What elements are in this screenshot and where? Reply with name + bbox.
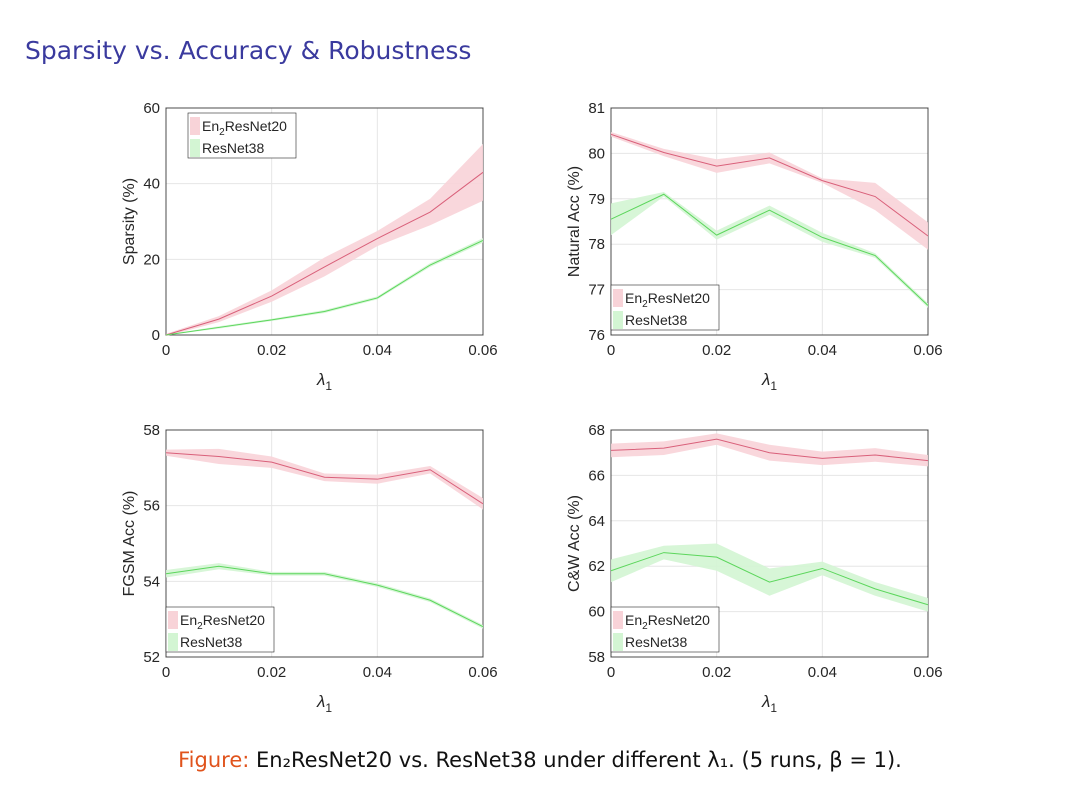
caption-text: En₂ResNet20 vs. ResNet38 under different… xyxy=(256,748,902,772)
legend-box xyxy=(187,112,297,159)
line-ResNet38 xyxy=(165,565,484,628)
y-axis-label: FGSM Acc (%) xyxy=(121,491,138,597)
axes-box xyxy=(165,107,484,336)
caption-label: Figure: xyxy=(178,748,250,772)
x-tick-label: 0 xyxy=(607,664,615,681)
legend-swatch xyxy=(168,633,178,651)
legend-swatch xyxy=(613,311,623,329)
legend-label: ResNet38 xyxy=(202,140,264,156)
legend-swatch xyxy=(613,611,623,629)
x-tick-label: 0.02 xyxy=(702,342,731,359)
x-tick-label: 0.04 xyxy=(363,664,392,681)
y-tick-label: 60 xyxy=(143,100,160,117)
band-ResNet38 xyxy=(611,543,928,612)
x-tick-label: 0.06 xyxy=(468,342,497,359)
legend-label: ResNet38 xyxy=(180,634,242,650)
legend-swatch xyxy=(168,611,178,629)
band-ResNet38 xyxy=(611,191,928,308)
chart-3: 0 0.02 0.04 0.06 58 60 62 64 66 68 λ1 C&W Acc (%) En… xyxy=(566,422,943,715)
y-tick-label: 77 xyxy=(588,282,605,299)
x-tick-label: 0.06 xyxy=(468,664,497,681)
x-tick-label: 0 xyxy=(162,342,170,359)
y-tick-label: 56 xyxy=(143,498,160,515)
x-tick-label: 0.04 xyxy=(808,664,837,681)
line-En2ResNet20 xyxy=(165,452,484,505)
x-tick-label: 0.06 xyxy=(913,342,942,359)
y-axis-label: Sparsity (%) xyxy=(121,178,138,265)
y-tick-label: 64 xyxy=(588,513,605,530)
legend-box xyxy=(610,606,720,653)
legend-label: ResNet38 xyxy=(625,312,687,328)
x-tick-label: 0.06 xyxy=(913,664,942,681)
legend-swatch xyxy=(190,139,200,157)
line-ResNet38 xyxy=(610,552,929,606)
y-tick-label: 80 xyxy=(588,145,605,162)
x-axis-label: λ1 xyxy=(316,370,332,393)
chart-2: 0 0.02 0.04 0.06 52 54 56 58 λ1 FGSM Acc (%) En2Re… xyxy=(121,422,498,715)
line-En2ResNet20 xyxy=(165,171,484,336)
y-tick-label: 58 xyxy=(588,649,605,666)
line-ResNet38 xyxy=(165,239,484,336)
x-tick-label: 0 xyxy=(162,664,170,681)
x-tick-label: 0.02 xyxy=(257,342,286,359)
figure-caption: Figure: En₂ResNet20 vs. ResNet38 under d… xyxy=(0,748,1080,772)
band-En2ResNet20 xyxy=(166,448,483,510)
chart-0: 0 0.02 0.04 0.06 0 20 40 60 λ1 Sparsity (%) En2Res… xyxy=(121,100,498,393)
legend-box xyxy=(610,284,720,331)
band-En2ResNet20 xyxy=(611,433,928,467)
legend-swatch xyxy=(190,117,200,135)
slide-title: Sparsity vs. Accuracy & Robustness xyxy=(25,36,472,65)
chart-1: 0 0.02 0.04 0.06 76 77 78 79 80 81 λ1 Natural Acc (… xyxy=(566,100,943,393)
y-tick-label: 58 xyxy=(143,422,160,439)
legend-box xyxy=(165,606,275,653)
line-En2ResNet20 xyxy=(610,133,929,237)
x-tick-label: 0.02 xyxy=(257,664,286,681)
y-tick-label: 52 xyxy=(143,649,160,666)
x-tick-label: 0 xyxy=(607,342,615,359)
y-tick-label: 76 xyxy=(588,327,605,344)
x-tick-label: 0.04 xyxy=(808,342,837,359)
legend-label: ResNet38 xyxy=(625,634,687,650)
line-ResNet38 xyxy=(610,193,929,306)
y-tick-label: 68 xyxy=(588,422,605,439)
axes-box xyxy=(165,429,484,658)
y-tick-label: 0 xyxy=(152,327,160,344)
y-tick-label: 62 xyxy=(588,558,605,575)
x-tick-label: 0.04 xyxy=(363,342,392,359)
legend-swatch xyxy=(613,633,623,651)
y-tick-label: 66 xyxy=(588,467,605,484)
y-tick-label: 20 xyxy=(143,251,160,268)
line-En2ResNet20 xyxy=(610,438,929,462)
y-tick-label: 60 xyxy=(588,604,605,621)
y-axis-label: Natural Acc (%) xyxy=(566,166,583,277)
y-tick-label: 81 xyxy=(588,100,605,117)
y-tick-label: 40 xyxy=(143,176,160,193)
y-axis-label: C&W Acc (%) xyxy=(566,495,583,592)
x-tick-label: 0.02 xyxy=(702,664,731,681)
x-axis-label: λ1 xyxy=(761,692,777,715)
x-axis-label: λ1 xyxy=(761,370,777,393)
band-En2ResNet20 xyxy=(611,132,928,250)
y-tick-label: 79 xyxy=(588,191,605,208)
axes-box xyxy=(610,429,929,658)
y-tick-label: 78 xyxy=(588,236,605,253)
x-axis-label: λ1 xyxy=(316,692,332,715)
y-tick-label: 54 xyxy=(143,573,160,590)
legend-swatch xyxy=(613,289,623,307)
